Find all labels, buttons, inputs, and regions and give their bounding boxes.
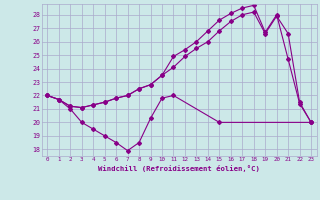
X-axis label: Windchill (Refroidissement éolien,°C): Windchill (Refroidissement éolien,°C) bbox=[98, 165, 260, 172]
